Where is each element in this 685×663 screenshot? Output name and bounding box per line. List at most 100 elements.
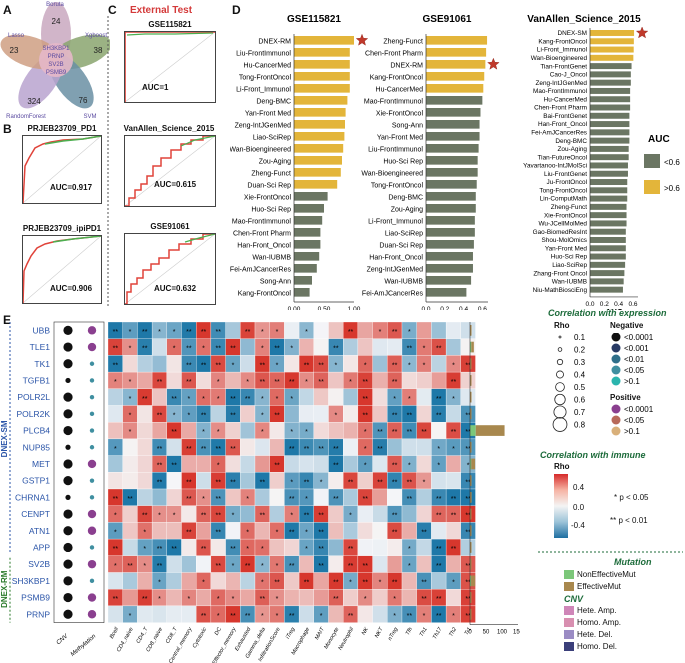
roc-auc-ipipd1: AUC=0.906 <box>50 284 93 293</box>
sig-star: ** <box>465 596 471 603</box>
methylation-dot-atn1 <box>87 526 97 535</box>
bar-2-16 <box>590 162 628 169</box>
heat-cell <box>181 455 197 473</box>
bar-2-7 <box>590 87 631 94</box>
sig-star: ** <box>245 613 251 620</box>
heat-cell <box>166 472 182 490</box>
mut-effective-plcb4 <box>475 425 505 436</box>
rho-size-label-0: 0.1 <box>574 333 586 342</box>
bar-label-1-5: Mao-FrontImmunol <box>364 98 424 105</box>
heat-cell <box>313 455 329 473</box>
cnv-dot-atn1 <box>63 526 73 536</box>
cell-label-th2: Th2 <box>448 627 458 638</box>
bar-2-14 <box>590 145 629 152</box>
sig-star: * <box>379 329 382 336</box>
heat-cell <box>328 522 344 540</box>
sig-star: ** <box>157 446 163 453</box>
bar-label-2-29: Zhang-Front Oncol <box>533 270 587 277</box>
sig-star: ** <box>363 379 369 386</box>
heat-cell <box>401 522 417 540</box>
bar-2-28 <box>590 261 626 268</box>
sig-star: * <box>467 463 470 470</box>
legend-swatch-noneffective <box>564 570 574 579</box>
bar-0-0 <box>294 36 354 45</box>
sig-star: ** <box>230 546 236 553</box>
pos-sig-dot-2 <box>611 426 621 436</box>
sig-star: ** <box>216 563 222 570</box>
heat-cell <box>166 605 182 623</box>
heat-cell <box>416 371 432 389</box>
sig-star: ** <box>289 446 295 453</box>
mut-effective-atn1 <box>470 525 472 537</box>
sig-star: ** <box>201 329 207 336</box>
neg-sig-dot-4 <box>611 376 621 386</box>
bar-label-0-7: Zeng-IntJGenMed <box>235 122 292 129</box>
sig-star: * <box>305 329 308 336</box>
bar-2-4 <box>590 63 632 70</box>
bar-label-2-26: Yan-Front Med <box>545 245 588 252</box>
methylation-dot-polr2l <box>89 394 95 400</box>
sig-star: ** <box>363 396 369 403</box>
cell-label-cd8_t: CD8_T <box>165 626 179 645</box>
sig-star: ** <box>421 429 427 436</box>
legend-label-effective: EffectiveMut <box>577 582 621 591</box>
heat-cell <box>401 572 417 590</box>
heat-cell <box>269 505 285 523</box>
sig-star: ** <box>465 413 471 420</box>
roc-auc-vanallen: AUC=0.615 <box>154 180 197 189</box>
heat-cell <box>210 572 226 590</box>
sig-star: ** <box>392 580 398 587</box>
sig-star: * <box>408 362 411 369</box>
bar-0-11 <box>294 168 341 177</box>
sig-star: * <box>305 429 308 436</box>
heat-cell <box>416 505 432 523</box>
sig-star: ** <box>230 479 236 486</box>
heat-cell <box>269 538 285 556</box>
bar-label-2-4: Tian-FrontGenet <box>540 63 587 70</box>
heat-cell <box>107 472 123 490</box>
roc-title-ipipd1: PRJEB23709_ipiPD1 <box>22 224 102 233</box>
heat-cell <box>460 388 476 406</box>
heat-cell <box>166 589 182 607</box>
gene-label-gstp1: GSTP1 <box>22 476 50 486</box>
cnv-dot-cenpt <box>63 509 73 519</box>
sig-star: * <box>408 329 411 336</box>
sig-star: ** <box>113 496 119 503</box>
sig-star: ** <box>113 596 119 603</box>
sig-star: ** <box>333 496 339 503</box>
sig-star: ** <box>113 329 119 336</box>
bar-label-2-14: Zou-Aging <box>558 146 588 153</box>
bar-label-1-8: Yan-Front Med <box>377 134 423 141</box>
sig-star: ** <box>201 413 207 420</box>
mut-noneffective-met <box>470 458 472 470</box>
sig-star: * <box>232 563 235 570</box>
panel-e-correlation-heatmap: UBB ** * ** * * ** ** ** ** * * * ** * ** *TLE1 ** * ** * ** *… <box>0 321 520 663</box>
sig-star: * <box>423 362 426 369</box>
bar-2-27 <box>590 253 626 260</box>
bar-label-0-4: Li-Front_Immunol <box>236 86 291 93</box>
heat-cell <box>372 388 388 406</box>
sig-star: ** <box>436 413 442 420</box>
heat-cell <box>137 438 153 456</box>
sig-star: ** <box>436 396 442 403</box>
rho-size-circle-5 <box>554 393 566 406</box>
bar-0-9 <box>294 144 344 153</box>
heat-cell <box>210 405 226 423</box>
heat-cell <box>166 522 182 540</box>
sig-star: * <box>143 563 146 570</box>
heat-cell <box>166 555 182 573</box>
heat-cell <box>298 555 314 573</box>
mut-effective-met <box>471 458 476 470</box>
legend-swatch-homo-amp <box>564 618 574 627</box>
bar-label-2-27: Huo-Sci Rep <box>551 254 588 261</box>
bar-0-20 <box>294 276 312 285</box>
sig-star: ** <box>186 479 192 486</box>
roc-curve-gse91061 <box>124 233 216 305</box>
legend-immune-rho-label: Rho <box>554 462 570 471</box>
sig-star: ** <box>318 529 324 536</box>
pos-sig-dot-0 <box>611 404 621 414</box>
heat-cell <box>387 488 403 506</box>
roc-title-gse91061: GSE91061 <box>150 222 190 231</box>
sig-star: ** <box>260 362 266 369</box>
sig-star: * <box>334 413 337 420</box>
